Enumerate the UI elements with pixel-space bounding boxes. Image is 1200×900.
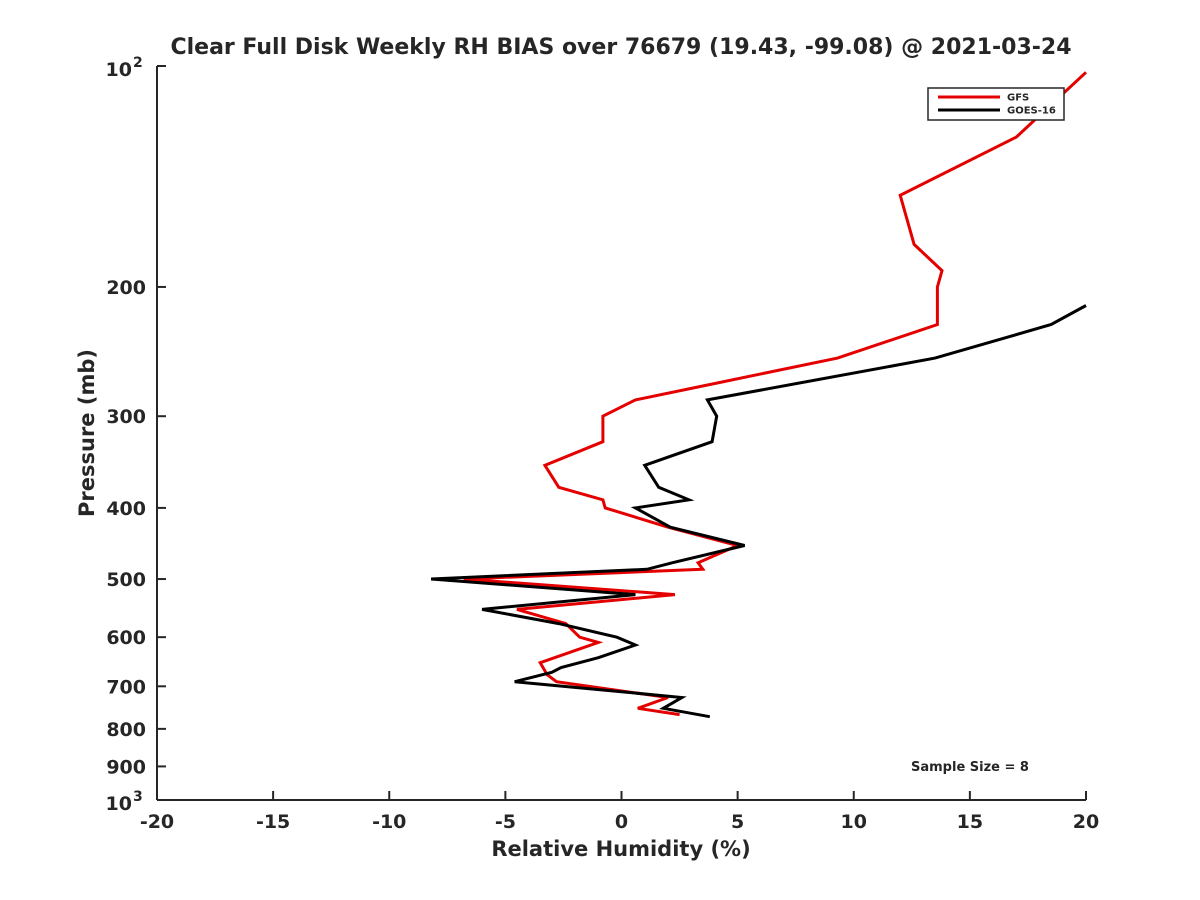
legend: GFS GOES-16 [927, 87, 1065, 121]
x-tick-label: 10 [841, 811, 867, 833]
x-tick-label: 5 [731, 811, 744, 833]
x-tick-label: -20 [140, 811, 174, 833]
x-tick-label: -5 [495, 811, 516, 833]
y-tick-label: 600 [106, 627, 146, 649]
y-tick-label-power: 10 [106, 793, 132, 815]
y-tick-label: 500 [106, 569, 146, 591]
y-tick-label: 300 [106, 406, 146, 428]
y-tick-label-exponent: 3 [133, 789, 143, 805]
y-tick-label: 700 [106, 676, 146, 698]
series-line-goes16 [430, 304, 1087, 719]
legend-box [927, 87, 1065, 121]
y-tick-label: 800 [106, 719, 146, 741]
series-line-gfs [463, 71, 1088, 717]
chart-title: Clear Full Disk Weekly RH BIAS over 7667… [170, 35, 1071, 60]
y-tick-label: 400 [106, 498, 146, 520]
x-tick-label: 15 [957, 811, 983, 833]
y-tick-label-power: 10 [106, 59, 132, 81]
x-tick-label: 0 [615, 811, 628, 833]
x-tick-label: -15 [256, 811, 290, 833]
y-tick-label: 200 [106, 277, 146, 299]
x-tick-label: -10 [372, 811, 406, 833]
x-tick-label: 20 [1073, 811, 1099, 833]
legend-label-goes16: GOES-16 [1007, 106, 1056, 117]
legend-label-gfs: GFS [1007, 93, 1029, 104]
x-axis-label: Relative Humidity (%) [491, 837, 750, 861]
y-axis-label: Pressure (mb) [75, 349, 99, 517]
sample-size-annotation: Sample Size = 8 [911, 760, 1029, 775]
y-tick-label: 900 [106, 756, 146, 778]
plot-lines [430, 71, 1088, 719]
x-ticks: -20 -15 -10 -5 0 5 10 15 20 [140, 791, 1099, 833]
y-tick-label-exponent: 2 [133, 55, 143, 71]
